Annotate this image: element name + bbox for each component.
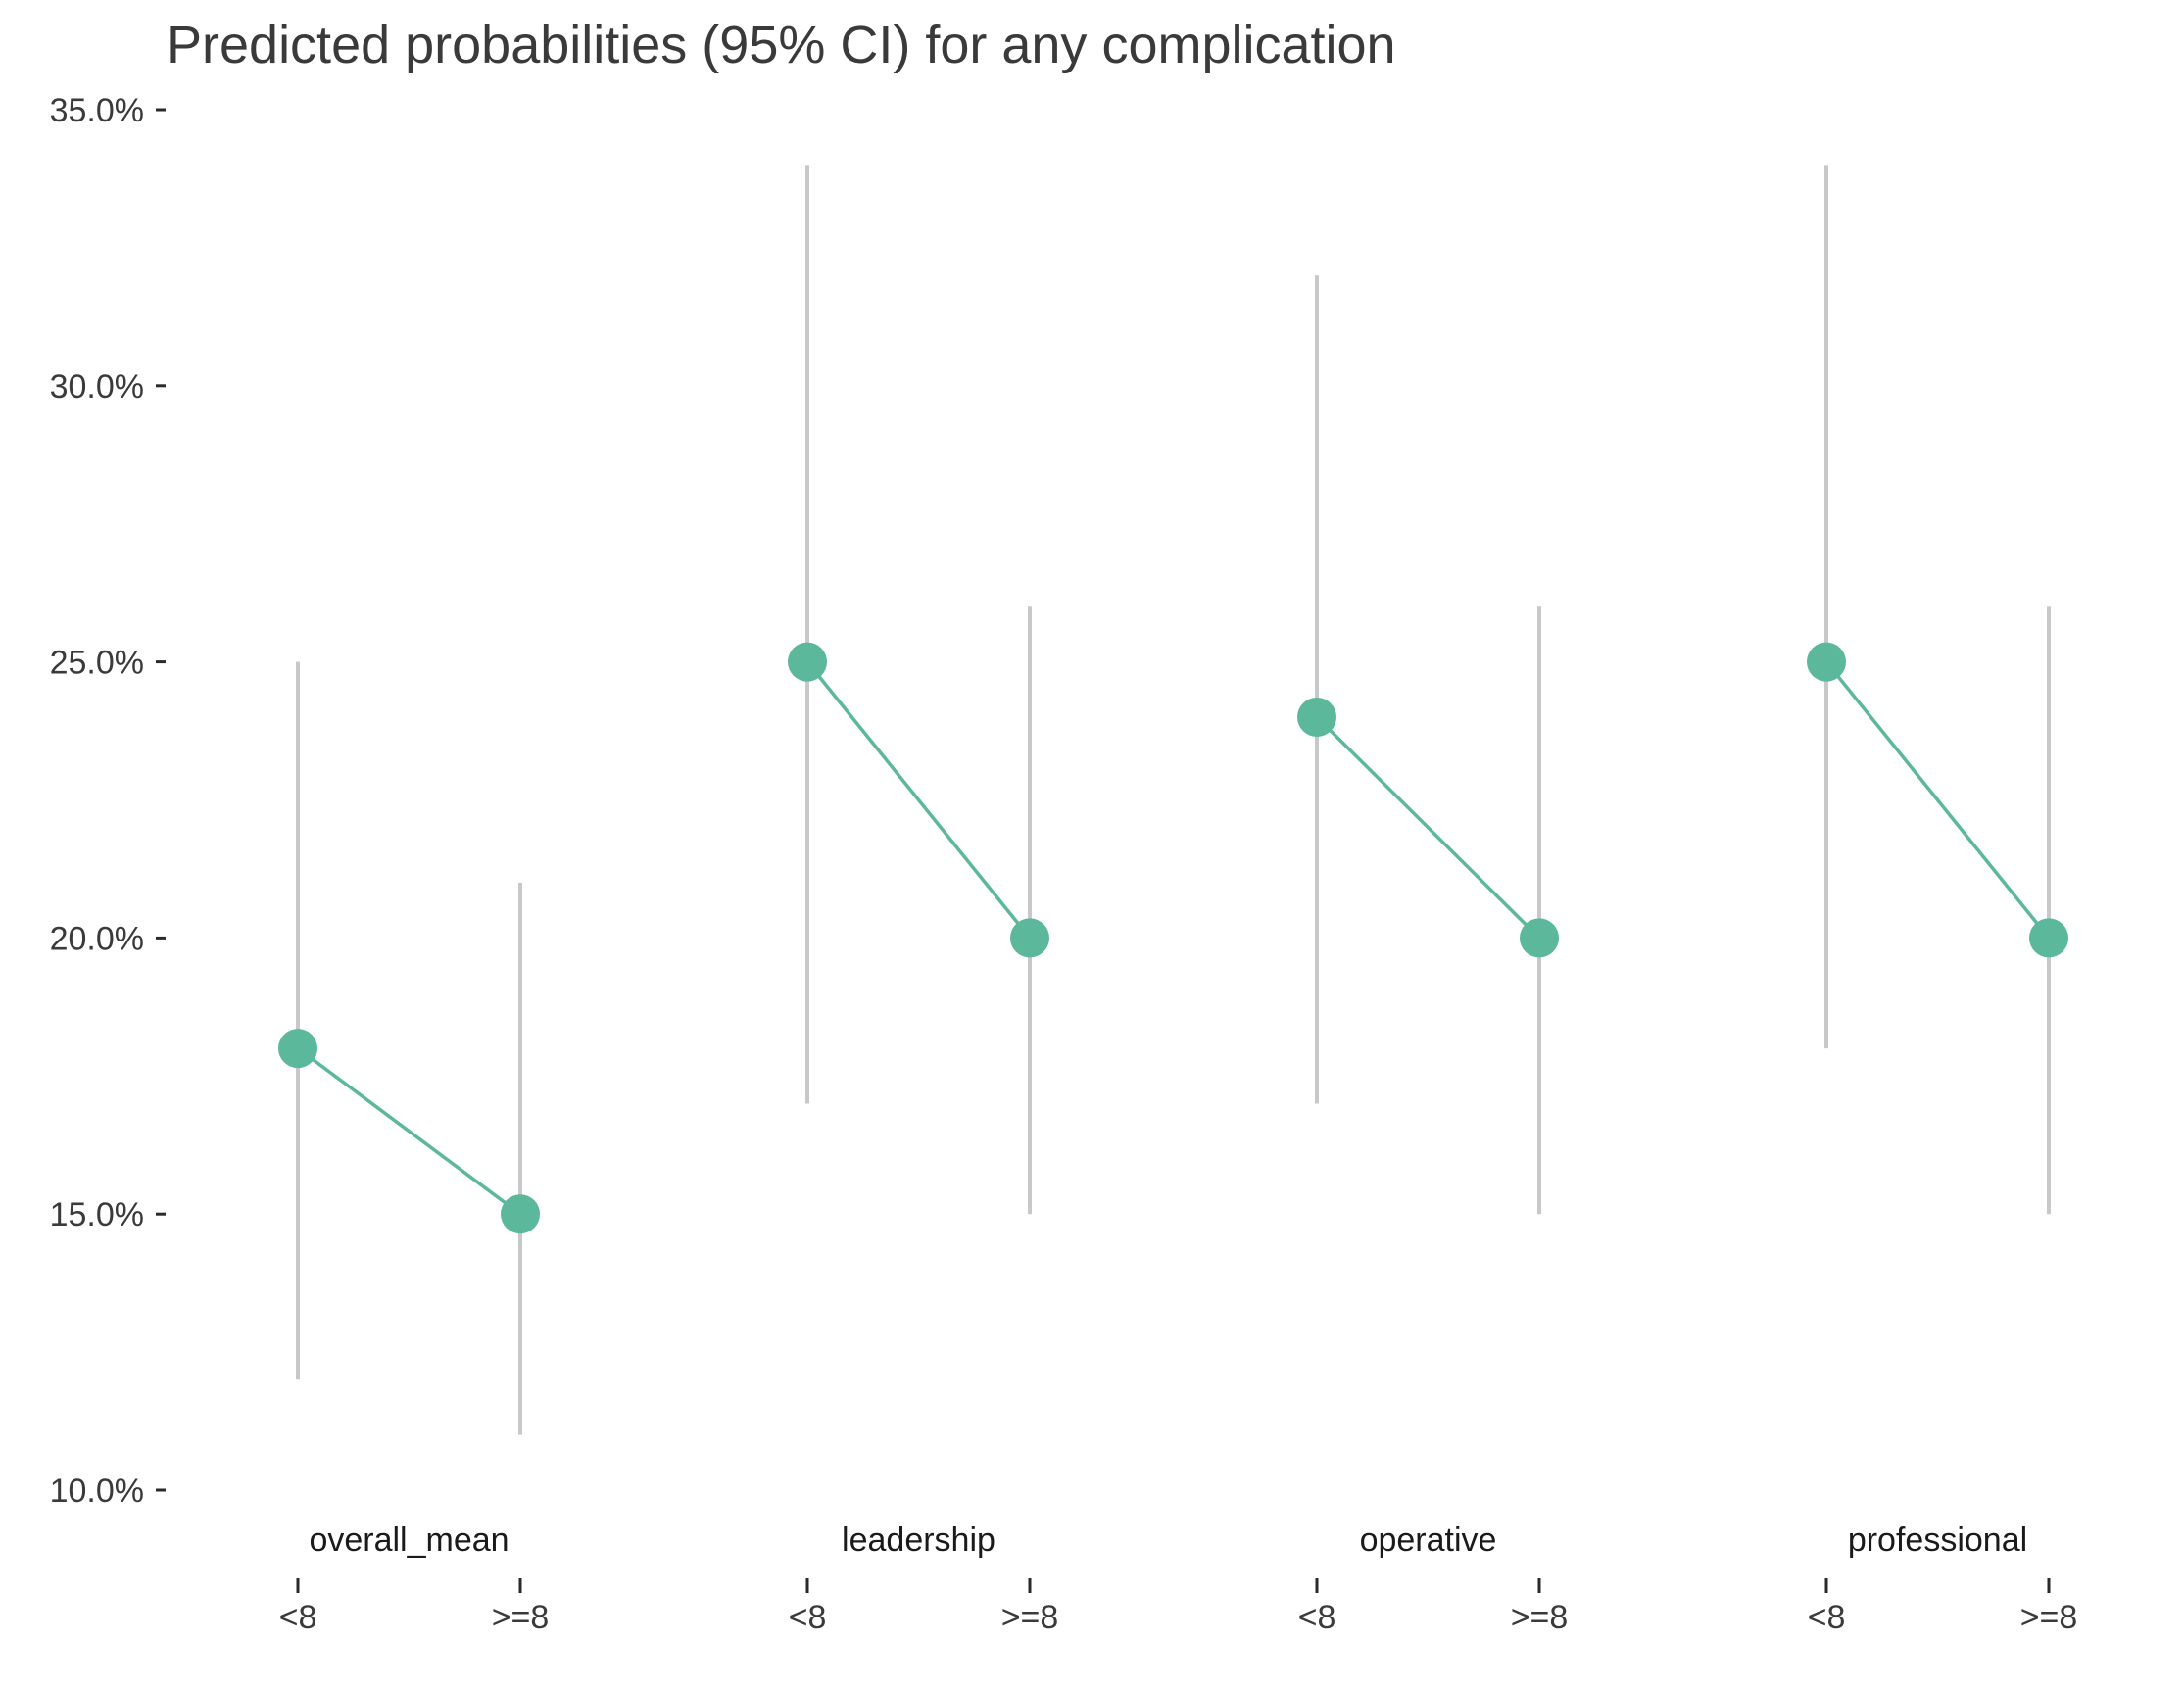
x-tick-label: >=8: [2020, 1599, 2078, 1636]
group-label-leadership: leadership: [842, 1521, 995, 1559]
group-label-overall-mean: overall_mean: [309, 1521, 509, 1559]
y-tick-label: 20.0%: [50, 920, 144, 957]
x-tick-label: >=8: [1511, 1599, 1569, 1636]
data-point: [278, 1029, 317, 1069]
data-point-layer: [278, 642, 2068, 1234]
x-tick-label: >=8: [1001, 1599, 1059, 1636]
group-label-professional: professional: [1848, 1521, 2027, 1559]
data-point: [1807, 642, 1846, 682]
x-tick-label: <8: [1808, 1599, 1846, 1636]
data-point: [1297, 697, 1336, 737]
y-tick-label: 35.0%: [50, 92, 144, 129]
series-line: [1824, 660, 2051, 940]
chart-title: Predicted probabilities (95% CI) for any…: [167, 16, 1396, 74]
y-axis: 10.0% 15.0% 20.0% 25.0% 30.0% 35.0%: [50, 92, 166, 1510]
y-tick-label: 25.0%: [50, 645, 144, 682]
data-point: [501, 1194, 540, 1234]
series-line: [296, 1046, 522, 1216]
x-tick-label: >=8: [492, 1599, 550, 1636]
y-tick-label: 10.0%: [50, 1472, 144, 1510]
data-point: [2029, 918, 2068, 958]
x-tick-label: <8: [1298, 1599, 1336, 1636]
x-tick-label: <8: [789, 1599, 827, 1636]
y-tick-label: 15.0%: [50, 1196, 144, 1233]
data-point: [1520, 918, 1559, 958]
series-line: [1315, 715, 1541, 940]
x-tick-label: <8: [279, 1599, 317, 1636]
group-label-operative: operative: [1360, 1521, 1497, 1559]
series-line-layer: [296, 660, 2051, 1216]
confidence-interval-layer: [296, 165, 2051, 1435]
data-point: [1010, 918, 1049, 958]
series-line: [805, 660, 1032, 940]
y-tick-label: 30.0%: [50, 368, 144, 406]
x-axis: overall_mean <8 >=8 leadership <8 >=8 operativ…: [279, 1521, 2078, 1636]
data-point: [788, 642, 827, 682]
